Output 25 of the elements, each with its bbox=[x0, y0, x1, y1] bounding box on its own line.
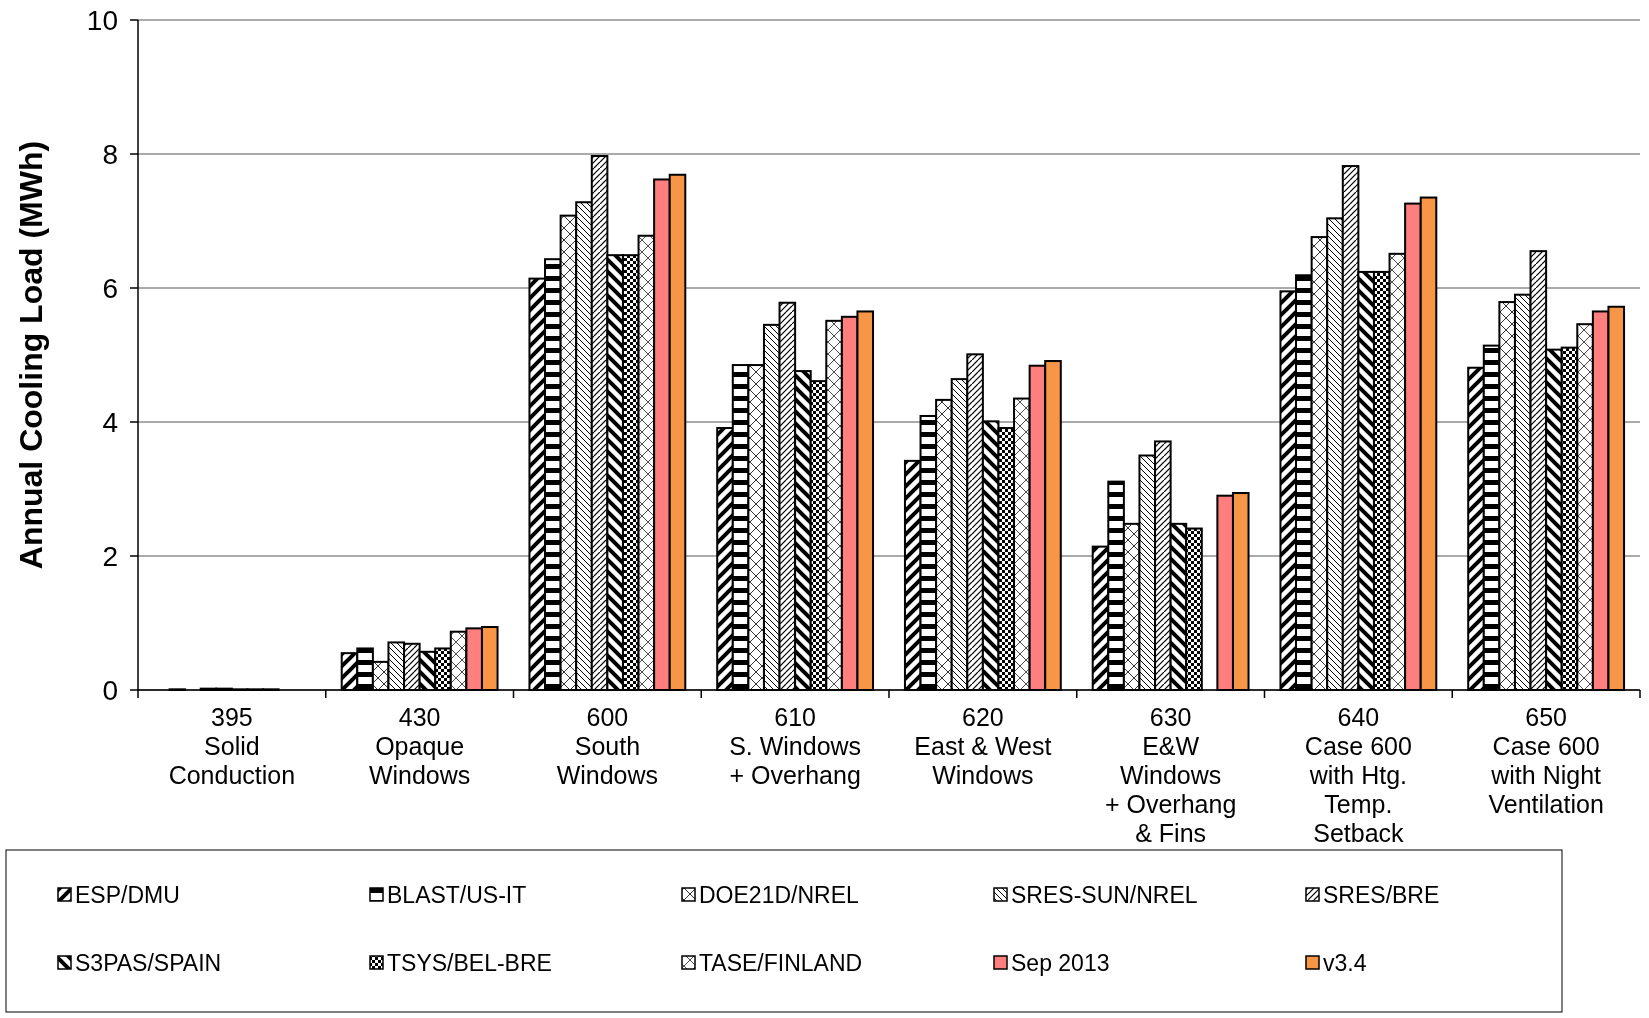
x-tick-label: 430 Opaque Windows bbox=[368, 703, 471, 789]
y-tick-label: 0 bbox=[102, 674, 118, 706]
x-tick-label: 610 S. Windows + Overhang bbox=[729, 703, 862, 789]
y-axis-title: Annual Cooling Load (MWh) bbox=[13, 140, 49, 570]
y-tick-label: 10 bbox=[86, 4, 118, 36]
y-tick-label: 6 bbox=[102, 272, 118, 304]
y-tick-label: 4 bbox=[102, 406, 118, 438]
y-tick-label: 8 bbox=[102, 138, 118, 170]
x-tick-label: 630 E&W Windows + Overhang & Fins bbox=[1104, 703, 1237, 847]
legend-label: SRES-SUN/NREL bbox=[1011, 882, 1198, 909]
legend-label: TSYS/BEL-BRE bbox=[387, 950, 552, 977]
legend-label: v3.4 bbox=[1323, 950, 1367, 977]
legend-label: BLAST/US-IT bbox=[387, 882, 527, 909]
y-tick-label: 2 bbox=[102, 540, 118, 572]
legend-label: DOE21D/NREL bbox=[699, 882, 859, 909]
x-tick-label: 650 Case 600 with Night Ventilation bbox=[1488, 703, 1604, 818]
x-tick-label: 600 South Windows bbox=[556, 703, 659, 789]
legend-label: ESP/DMU bbox=[75, 882, 180, 909]
x-tick-label: 620 East & West Windows bbox=[914, 703, 1052, 789]
legend-label: S3PAS/SPAIN bbox=[75, 950, 222, 977]
legend-label: Sep 2013 bbox=[1011, 950, 1110, 977]
x-tick-label: 395 Solid Conduction bbox=[168, 703, 296, 789]
legend-label: TASE/FINLAND bbox=[699, 950, 863, 977]
x-tick-label: 640 Case 600 with Htg. Temp. Setback bbox=[1304, 703, 1412, 847]
legend-label: SRES/BRE bbox=[1323, 882, 1440, 909]
